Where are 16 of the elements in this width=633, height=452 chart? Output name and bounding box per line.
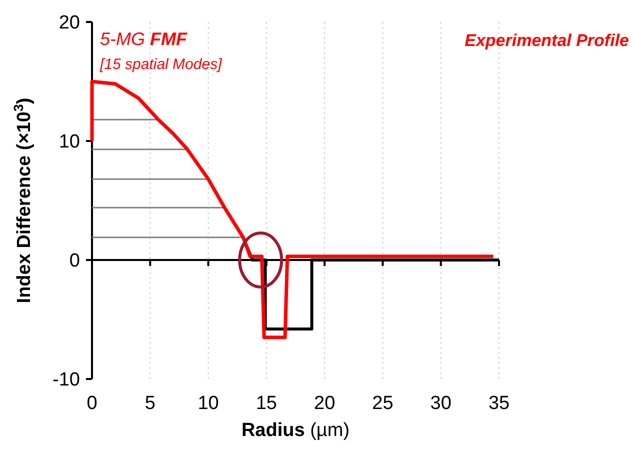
text: Experimental Profile (464, 31, 629, 50)
x-tick-label: 35 (488, 393, 510, 414)
y-tick-label: 0 (69, 250, 80, 272)
x-tick-label: 0 (86, 393, 98, 414)
text: [15 spatial Modes] (99, 56, 223, 73)
x-tick-label: 15 (256, 393, 277, 414)
y-tick-label: 20 (58, 12, 80, 34)
x-tick-label: 5 (144, 393, 156, 414)
y-tick-label: -10 (52, 370, 80, 391)
x-axis-title: Radius (µm) (241, 420, 350, 441)
x-tick-label: 30 (430, 393, 452, 414)
x-tick-label: 10 (198, 393, 219, 414)
y-tick-label: 10 (58, 132, 80, 153)
chart-title: 5-MG FMF (100, 29, 188, 49)
x-tick-label: 20 (314, 393, 336, 414)
x-tick-label: 25 (372, 393, 394, 414)
